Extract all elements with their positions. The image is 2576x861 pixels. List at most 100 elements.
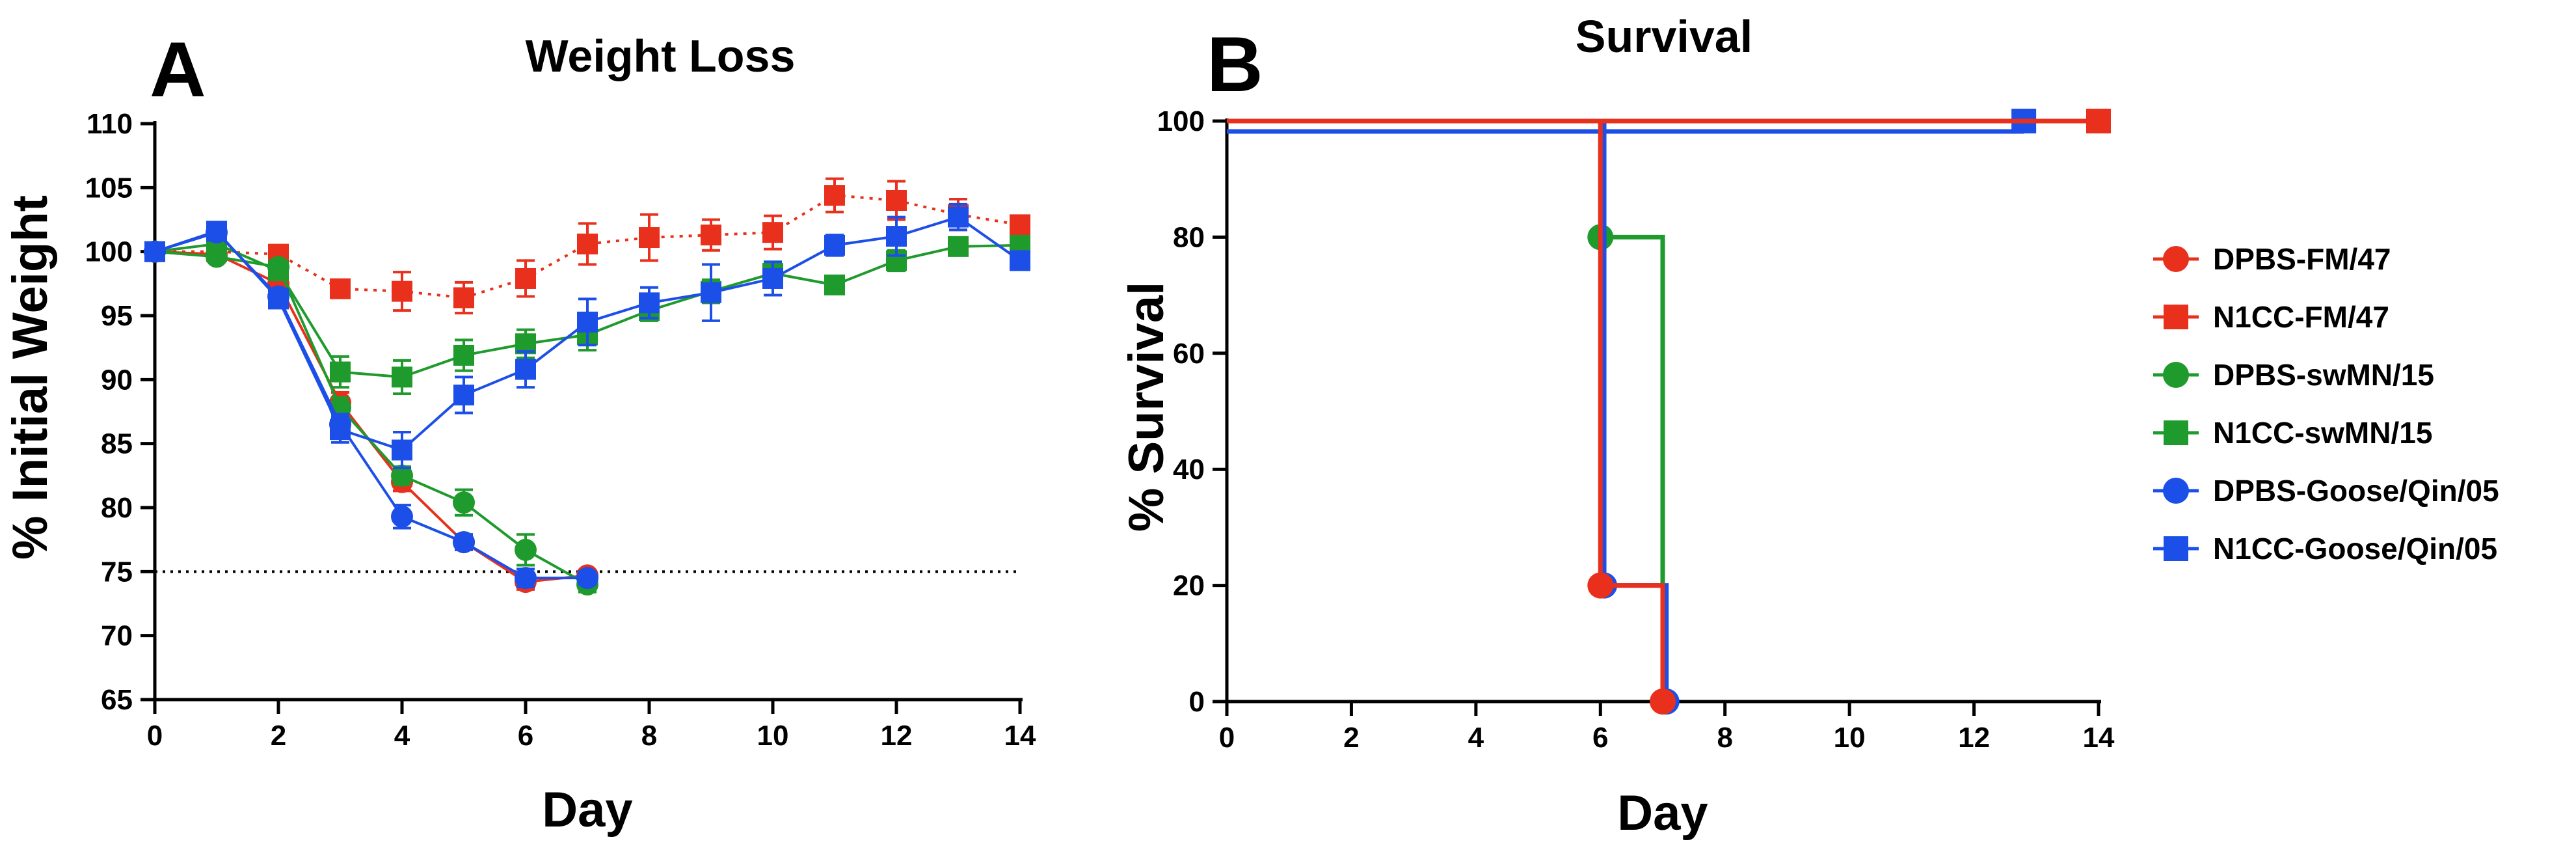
data-point: [701, 225, 721, 245]
data-point: [577, 312, 598, 333]
data-point: [392, 440, 412, 461]
legend-item: N1CC-swMN/15: [2153, 416, 2432, 450]
legend-label: DPBS-Goose/Qin/05: [2213, 474, 2499, 508]
x-tick-label-b: 10: [1834, 722, 1866, 754]
figure: A Weight Loss 0 2 4 6 8 10 12 14 65 70 75 80 85 90 95 1…: [0, 0, 2576, 861]
y-tick-label-a: 85: [101, 428, 133, 460]
legend-label: DPBS-FM/47: [2213, 242, 2391, 276]
legend: DPBS-FM/47 N1CC-FM/47 DPBS-swMN/15 N1CC-swM…: [2153, 242, 2499, 566]
data-point: [392, 366, 412, 387]
legend-marker: [2164, 420, 2188, 445]
y-tick-label-a: 80: [101, 492, 133, 524]
x-tick-label-b: 14: [2083, 722, 2115, 754]
panel-letter-a: A: [150, 26, 206, 113]
y-tick-label-a: 100: [85, 236, 133, 268]
y-tick-label-b: 20: [1173, 570, 1205, 602]
axes-b: 0 2 4 6 8 10 12 14 0 20 40 60 80 100: [1157, 105, 2115, 754]
x-axis-label-a: Day: [542, 782, 632, 838]
y-tick-label-a: 95: [101, 300, 133, 332]
y-tick-label-a: 90: [101, 364, 133, 396]
data-point: [392, 281, 412, 302]
x-tick-label-b: 4: [1468, 722, 1484, 754]
x-tick-label-a: 2: [271, 720, 286, 752]
y-tick-label-b: 80: [1173, 221, 1205, 253]
y-tick-label-b: 40: [1173, 454, 1205, 485]
series-b-dpbs-fm-47: [1227, 121, 1676, 715]
data-point: [268, 260, 289, 281]
data-point: [453, 491, 475, 513]
data-point: [577, 234, 598, 254]
data-point: [762, 222, 783, 243]
data-point: [639, 292, 660, 313]
y-tick-label-a: 70: [101, 620, 133, 652]
data-point: [762, 268, 783, 289]
survival-point: [1650, 689, 1676, 715]
x-tick-label-b: 12: [1958, 722, 1990, 754]
data-point: [948, 207, 969, 228]
x-tick-label-b: 2: [1343, 722, 1359, 754]
data-point: [948, 236, 969, 257]
series-group-a: [144, 179, 1030, 595]
data-point: [576, 567, 598, 589]
x-axis-label-b: Day: [1617, 786, 1708, 841]
y-axis-label-b: % Survival: [1119, 282, 1174, 532]
data-point: [453, 287, 474, 308]
data-point: [824, 235, 845, 256]
survival-point: [1587, 573, 1613, 599]
data-point: [453, 385, 474, 405]
y-tick-label-b: 0: [1189, 686, 1205, 718]
y-tick-label-a: 75: [101, 556, 133, 588]
legend-marker: [2163, 362, 2189, 388]
y-axis-label-a: % Initial Weight: [3, 195, 58, 560]
series-b-dpbs-goose-qin-05: [1227, 121, 1680, 715]
series-b-dpbs-swmn-15: [1227, 121, 1663, 702]
data-point: [639, 227, 660, 248]
x-tick-label-a: 14: [1004, 720, 1036, 752]
y-tick-label-a: 105: [85, 172, 133, 204]
data-point: [453, 345, 474, 366]
legend-label: DPBS-swMN/15: [2213, 358, 2434, 392]
y-tick-label-a: 65: [101, 684, 133, 716]
legend-marker: [2163, 478, 2189, 504]
data-point: [515, 268, 536, 289]
data-point: [701, 282, 721, 303]
series-a-dpbs-swmn-15: [144, 241, 598, 595]
panel-b-survival-chart: B Survival 0 2 4 6 8 10 12 14 0 20 40 60 80 100 Day %…: [1119, 11, 2115, 841]
y-tick-label-b: 100: [1157, 105, 1205, 137]
x-tick-label-a: 0: [147, 720, 163, 752]
data-point: [453, 531, 475, 553]
survival-step-line: [1227, 121, 1663, 702]
data-point: [330, 279, 351, 299]
y-tick-label-a: 110: [87, 108, 133, 140]
legend-item: N1CC-FM/47: [2153, 300, 2389, 334]
x-tick-label-a: 10: [757, 720, 789, 752]
legend-marker: [2164, 536, 2188, 561]
legend-item: DPBS-FM/47: [2153, 242, 2391, 276]
data-point: [206, 221, 227, 241]
data-point: [515, 359, 536, 380]
panel-a-weight-loss-chart: A Weight Loss 0 2 4 6 8 10 12 14 65 70 75 80 85 90 95 1…: [3, 26, 1036, 838]
data-point: [144, 241, 165, 262]
legend-item: N1CC-Goose/Qin/05: [2153, 532, 2497, 566]
x-tick-label-b: 6: [1592, 722, 1608, 754]
data-point: [1010, 250, 1030, 271]
data-point: [330, 362, 351, 383]
legend-label: N1CC-Goose/Qin/05: [2213, 532, 2497, 566]
data-point: [886, 190, 907, 211]
legend-item: DPBS-Goose/Qin/05: [2153, 474, 2499, 508]
data-point: [391, 506, 413, 528]
x-tick-label-b: 0: [1219, 722, 1235, 754]
chart-title-weight-loss: Weight Loss: [526, 31, 796, 81]
legend-label: N1CC-swMN/15: [2213, 416, 2432, 450]
chart-title-survival: Survival: [1576, 11, 1752, 62]
data-point: [824, 275, 845, 295]
data-point: [824, 185, 845, 206]
legend-marker: [2163, 246, 2189, 272]
data-point: [515, 539, 537, 561]
legend-item: DPBS-swMN/15: [2153, 358, 2434, 392]
data-point: [268, 288, 289, 309]
data-point: [886, 226, 907, 247]
data-point: [1010, 214, 1030, 235]
y-tick-label-b: 60: [1173, 338, 1205, 370]
x-tick-label-b: 8: [1717, 722, 1732, 754]
